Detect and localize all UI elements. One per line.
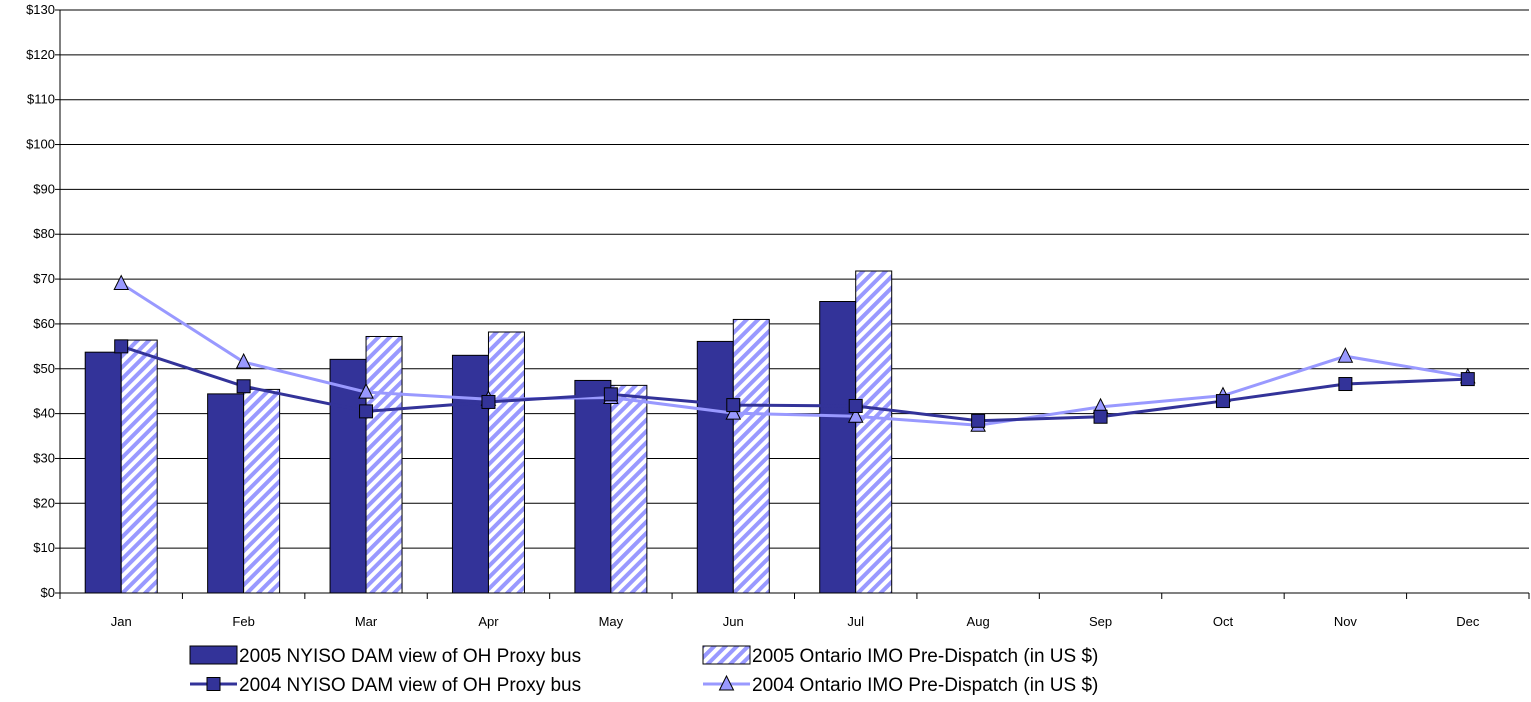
x-tick-label: Sep: [1089, 614, 1112, 629]
y-tick-label: $120: [26, 47, 55, 62]
point-nyiso-2004: [236, 379, 251, 394]
x-tick-label: Jul: [847, 614, 864, 629]
x-tick-label: Aug: [967, 614, 990, 629]
point-nyiso-2004: [603, 387, 618, 402]
legend-swatch: [702, 645, 751, 665]
point-ontario-2004: [235, 352, 252, 369]
x-tick-label: May: [599, 614, 624, 629]
lines: [113, 274, 1476, 432]
legend-label: 2004 NYISO DAM view of OH Proxy bus: [239, 675, 581, 696]
y-tick-label: $80: [33, 226, 55, 241]
legend-nyiso-2005: 2005 NYISO DAM view of OH Proxy bus: [189, 645, 581, 667]
x-tick-label: Feb: [232, 614, 254, 629]
point-ontario-2004: [113, 274, 130, 291]
legend-ontario-2004: 2004 Ontario IMO Pre-Dispatch (in US $): [703, 674, 1098, 696]
x-tick-label: Mar: [355, 614, 378, 629]
point-ontario-2004: [725, 404, 742, 420]
legend-marker: [206, 677, 221, 691]
point-nyiso-2004: [1460, 372, 1475, 387]
y-tick-label: $60: [33, 316, 55, 331]
y-tick-label: $0: [41, 585, 55, 600]
point-nyiso-2004: [114, 339, 129, 354]
y-tick-label: $90: [33, 181, 55, 196]
point-nyiso-2004: [1093, 409, 1108, 424]
bar-nyiso-2005: [451, 354, 489, 594]
y-tick-label: $50: [33, 361, 55, 376]
point-nyiso-2004: [971, 413, 986, 428]
y-tick-label: $100: [26, 137, 55, 152]
bar-ontario-2005: [732, 318, 770, 594]
legend-ontario-2005: 2005 Ontario IMO Pre-Dispatch (in US $): [702, 645, 1098, 667]
bar-ontario-2005: [365, 335, 403, 594]
point-ontario-2004: [847, 407, 864, 423]
point-ontario-2004: [1337, 347, 1354, 363]
axes: $0 $10 $20 $30 $40 $50 $60 $70 $80 $90 $100 $110 $12…: [26, 2, 1530, 629]
y-tick-label: $30: [33, 450, 55, 465]
legend-label: 2005 Ontario IMO Pre-Dispatch (in US $): [752, 646, 1098, 667]
bar-nyiso-2005: [84, 351, 122, 594]
bar-nyiso-2005: [819, 301, 857, 594]
point-nyiso-2004: [359, 404, 374, 419]
bar-nyiso-2005: [696, 340, 734, 594]
y-tick-label: $10: [33, 540, 55, 555]
legend-swatch: [189, 645, 238, 665]
point-nyiso-2004: [481, 394, 496, 409]
bar-ontario-2005: [487, 331, 525, 594]
y-tick-label: $20: [33, 495, 55, 510]
point-nyiso-2004: [1215, 394, 1230, 409]
bar-ontario-2005: [855, 270, 893, 594]
bar-nyiso-2005: [574, 379, 612, 594]
legend: 2005 NYISO DAM view of OH Proxy bus 2005 …: [189, 645, 1098, 696]
x-tick-label: Jan: [111, 614, 132, 629]
x-tick-label: Oct: [1213, 614, 1234, 629]
bar-ontario-2005: [243, 388, 281, 594]
gridlines: [60, 9, 1529, 549]
x-tick-label: Jun: [723, 614, 744, 629]
y-tick-label: $40: [33, 406, 55, 421]
point-nyiso-2004: [848, 398, 863, 413]
point-nyiso-2004: [726, 398, 741, 413]
x-tick-label: Nov: [1334, 614, 1358, 629]
x-tick-label: Apr: [478, 614, 499, 629]
y-tick-label: $130: [26, 2, 55, 17]
bar-ontario-2005: [610, 384, 648, 594]
legend-label: 2005 NYISO DAM view of OH Proxy bus: [239, 646, 581, 667]
y-tick-label: $110: [27, 92, 55, 107]
point-nyiso-2004: [1338, 377, 1353, 392]
legend-nyiso-2004: 2004 NYISO DAM view of OH Proxy bus: [190, 675, 581, 696]
legend-marker: [718, 674, 735, 691]
point-ontario-2004: [358, 382, 374, 399]
bars: [84, 270, 893, 594]
bar-ontario-2005: [120, 339, 158, 594]
y-tick-label: $70: [33, 271, 55, 286]
x-tick-label: Dec: [1456, 614, 1480, 629]
bar-nyiso-2005: [207, 393, 245, 594]
line-ontario-2004: [120, 282, 1469, 427]
line-nyiso-2004: [120, 344, 1468, 423]
legend-label: 2004 Ontario IMO Pre-Dispatch (in US $): [752, 675, 1098, 696]
